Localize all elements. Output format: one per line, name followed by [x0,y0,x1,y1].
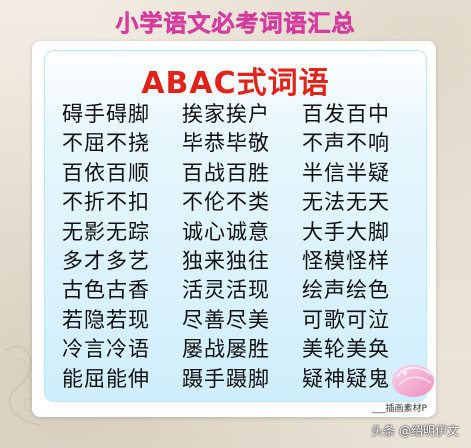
word-cell: 不折不扣 [62,190,150,215]
word-cell: 美轮美奂 [302,337,390,362]
word-cell: 大手大脚 [302,219,390,244]
word-cell: 可歌可泣 [302,307,390,332]
word-cell: 屡战屡胜 [182,337,270,362]
word-cell: 怪模怪样 [302,248,390,273]
word-panel [44,50,427,402]
word-cell: 冷言冷语 [62,337,150,362]
word-cell: 不屈不挠 [62,131,150,156]
word-cell: 百战百胜 [182,160,270,185]
word-cell: 独来独往 [182,248,270,273]
page-title: 小学语文必考词语汇总 [115,11,356,38]
pink-ornament-icon [392,365,434,397]
word-cell: 不声不响 [302,131,390,156]
word-cell: 百依百顺 [62,160,150,185]
word-grid: 碍手碍脚 挨家挨户 百发百中 不屈不挠 毕恭毕敬 不声不响 百依百顺 百战百胜 … [62,100,422,394]
word-cell: 半信半疑 [302,160,390,185]
word-cell: 碍手碍脚 [62,102,150,126]
word-cell: 疑神疑鬼 [302,366,390,391]
word-cell: 无法无天 [302,190,390,215]
word-cell: 古色古香 [62,278,150,303]
word-cell: 尽善尽美 [182,307,270,332]
word-cell: 诚心诚意 [182,219,270,244]
word-cell: 无影无踪 [62,219,150,244]
word-cell: 若隐若现 [62,307,150,332]
watermark: 头条 @绍明伊文 [371,424,459,438]
word-cell: 活灵活现 [182,278,270,303]
corner-mark: ___插画素材P [372,404,427,414]
word-cell: 挨家挨户 [182,102,270,126]
word-cell: 百发百中 [302,102,390,126]
word-cell: 能屈能伸 [62,366,150,391]
word-cell: 多才多艺 [62,248,150,273]
panel-heading: ABAC式词语 [141,66,330,101]
word-cell: 不伦不类 [182,190,270,215]
word-cell: 毕恭毕敬 [182,131,270,156]
word-cell: 绘声绘色 [302,278,390,303]
word-cell: 蹑手蹑脚 [182,366,270,391]
